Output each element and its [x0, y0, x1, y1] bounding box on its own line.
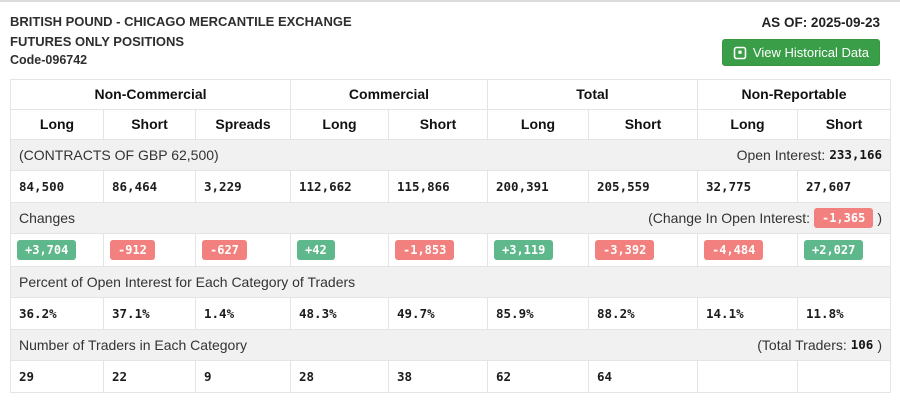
cot-report-page: BRITISH POUND - CHICAGO MERCANTILE EXCHA… — [0, 2, 891, 393]
traders-nr-short — [797, 359, 891, 393]
percent-c-short: 49.7% — [388, 296, 488, 330]
percent-nc-short: 37.1% — [103, 296, 196, 330]
total-traders-value: 106 — [850, 337, 874, 353]
column-header-c-short: Short — [388, 108, 488, 140]
change-open-interest-value: -1,365 — [813, 207, 874, 228]
traders-band-row: Number of Traders in Each Category (Tota… — [10, 328, 891, 361]
column-header-nr-short: Short — [797, 108, 891, 140]
open-interest-value: 233,166 — [829, 147, 882, 163]
changes-row: +3,704 -912 -627 +42 -1,853 +3,119 -3,39… — [10, 232, 891, 267]
position-c-long: 112,662 — [290, 169, 389, 203]
change-nc-short: -912 — [110, 239, 155, 260]
positions-row: 84,500 86,464 3,229 112,662 115,866 200,… — [10, 169, 891, 203]
change-open-interest-close-paren: ) — [877, 209, 882, 226]
position-t-short: 205,559 — [588, 169, 698, 203]
group-header-row: Non-Commercial Commercial Total Non-Repo… — [10, 78, 891, 110]
report-code: Code-096742 — [10, 53, 88, 67]
column-header-t-short: Short — [588, 108, 698, 140]
column-header-nc-short: Short — [103, 108, 196, 140]
total-traders-close-paren: ) — [877, 336, 882, 353]
change-nr-long: -4,484 — [704, 239, 764, 260]
view-historical-data-button[interactable]: View Historical Data — [721, 39, 880, 66]
header-right: AS OF: 2025-09-23 View Historical Data — [721, 12, 880, 66]
traders-row: 29 22 9 28 38 62 64 — [10, 359, 891, 393]
percent-nr-short: 11.8% — [797, 296, 891, 330]
report-title-block: BRITISH POUND - CHICAGO MERCANTILE EXCHA… — [10, 12, 352, 70]
view-historical-data-label: View Historical Data — [752, 45, 869, 60]
position-nc-short: 86,464 — [103, 169, 196, 203]
percent-band-row: Percent of Open Interest for Each Catego… — [10, 265, 891, 298]
changes-label: Changes — [19, 209, 76, 226]
percent-label: Percent of Open Interest for Each Catego… — [19, 273, 356, 290]
contracts-label: (CONTRACTS OF GBP 62,500) — [19, 146, 219, 163]
percent-t-short: 88.2% — [588, 296, 698, 330]
column-header-nc-spreads: Spreads — [195, 108, 291, 140]
column-header-nr-long: Long — [697, 108, 798, 140]
position-nr-long: 32,775 — [697, 169, 798, 203]
group-header-commercial: Commercial — [290, 78, 488, 110]
group-header-non-commercial: Non-Commercial — [10, 78, 291, 110]
percent-nc-spreads: 1.4% — [195, 296, 291, 330]
traders-t-short: 64 — [588, 359, 698, 393]
report-title: BRITISH POUND - CHICAGO MERCANTILE EXCHA… — [10, 14, 352, 29]
position-nc-long: 84,500 — [10, 169, 104, 203]
group-header-total: Total — [487, 78, 698, 110]
traders-nc-long: 29 — [10, 359, 104, 393]
traders-nc-spreads: 9 — [195, 359, 291, 393]
traders-nr-long — [697, 359, 798, 393]
traders-label: Number of Traders in Each Category — [19, 336, 247, 353]
change-nr-short: +2,027 — [804, 239, 864, 260]
change-c-long: +42 — [297, 239, 335, 260]
group-header-non-reportable: Non-Reportable — [697, 78, 891, 110]
page-header: BRITISH POUND - CHICAGO MERCANTILE EXCHA… — [10, 12, 880, 70]
calendar-icon — [733, 46, 747, 60]
contracts-band-row: (CONTRACTS OF GBP 62,500) Open Interest:… — [10, 138, 891, 171]
cot-table: Non-Commercial Commercial Total Non-Repo… — [10, 78, 891, 393]
change-c-short: -1,853 — [395, 239, 455, 260]
percent-c-long: 48.3% — [290, 296, 389, 330]
traders-c-long: 28 — [290, 359, 389, 393]
position-t-long: 200,391 — [487, 169, 589, 203]
column-header-nc-long: Long — [10, 108, 104, 140]
percent-row: 36.2% 37.1% 1.4% 48.3% 49.7% 85.9% 88.2%… — [10, 296, 891, 330]
as-of-date: AS OF: 2025-09-23 — [761, 15, 880, 30]
column-header-c-long: Long — [290, 108, 389, 140]
change-nc-spreads: -627 — [202, 239, 247, 260]
column-header-row: Long Short Spreads Long Short Long Short… — [10, 108, 891, 140]
change-t-long: +3,119 — [494, 239, 554, 260]
position-c-short: 115,866 — [388, 169, 488, 203]
traders-c-short: 38 — [388, 359, 488, 393]
change-open-interest-label: (Change In Open Interest: — [648, 209, 810, 226]
traders-nc-short: 22 — [103, 359, 196, 393]
changes-band-row: Changes (Change In Open Interest: -1,365… — [10, 201, 891, 234]
traders-t-long: 62 — [487, 359, 589, 393]
percent-nr-long: 14.1% — [697, 296, 798, 330]
change-nc-long: +3,704 — [17, 239, 77, 260]
open-interest-label: Open Interest: — [736, 146, 826, 163]
column-header-t-long: Long — [487, 108, 589, 140]
percent-nc-long: 36.2% — [10, 296, 104, 330]
percent-t-long: 85.9% — [487, 296, 589, 330]
change-t-short: -3,392 — [595, 239, 655, 260]
report-subtitle: FUTURES ONLY POSITIONS — [10, 33, 185, 49]
position-nc-spreads: 3,229 — [195, 169, 291, 203]
position-nr-short: 27,607 — [797, 169, 891, 203]
total-traders-label: (Total Traders: — [757, 336, 847, 353]
